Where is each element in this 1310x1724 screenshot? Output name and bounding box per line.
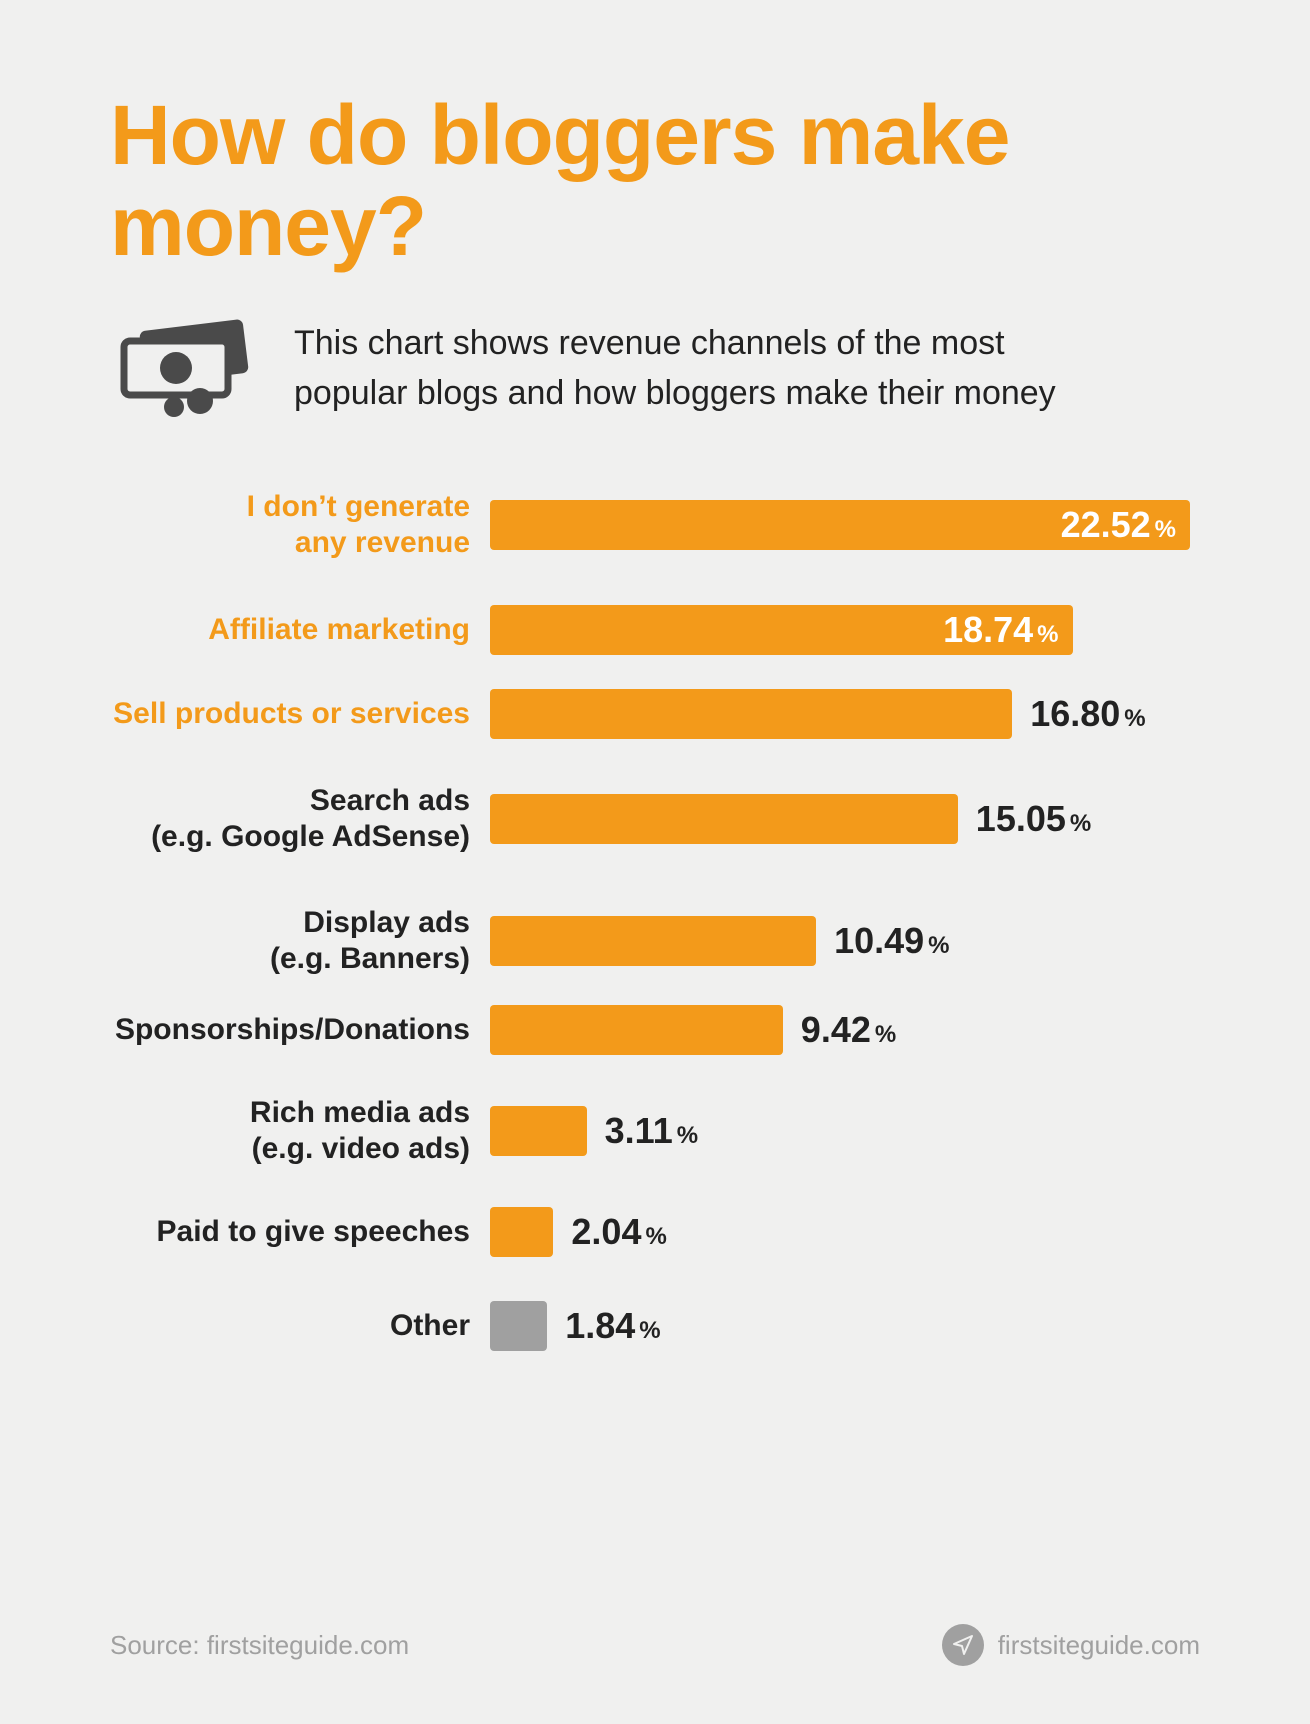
row-value: 15.05%	[976, 798, 1091, 840]
bar	[490, 1005, 783, 1055]
row-value: 18.74%	[943, 609, 1058, 651]
row-label: Sell products or services	[110, 696, 470, 732]
row-label: Paid to give speeches	[110, 1214, 470, 1250]
bar-area: 22.52%	[490, 500, 1200, 550]
chart-row: I don’t generateany revenue 22.52%	[110, 479, 1200, 571]
bar-area: 10.49%	[490, 916, 1200, 966]
bar-area: 9.42%	[490, 1005, 1200, 1055]
brand: firstsiteguide.com	[942, 1624, 1200, 1666]
money-icon	[110, 319, 260, 419]
chart-row: Affiliate marketing 18.74%	[110, 605, 1200, 655]
row-label: Affiliate marketing	[110, 612, 470, 648]
chart-row: Search ads(e.g. Google AdSense) 15.05%	[110, 773, 1200, 865]
row-value: 9.42%	[801, 1009, 896, 1051]
bar	[490, 794, 958, 844]
bar-area: 16.80%	[490, 689, 1200, 739]
row-label: Rich media ads(e.g. video ads)	[110, 1095, 470, 1167]
bar	[490, 1207, 553, 1257]
bar-area: 15.05%	[490, 794, 1200, 844]
bar	[490, 1106, 587, 1156]
row-label: Other	[110, 1308, 470, 1344]
chart-row: Sell products or services 16.80%	[110, 689, 1200, 739]
chart-row: Sponsorships/Donations 9.42%	[110, 1005, 1200, 1055]
row-label: Sponsorships/Donations	[110, 1012, 470, 1048]
bar	[490, 689, 1012, 739]
subtitle: This chart shows revenue channels of the…	[294, 319, 1114, 418]
row-value: 1.84%	[565, 1305, 660, 1347]
row-value: 22.52%	[1061, 504, 1176, 546]
row-value: 2.04%	[571, 1211, 666, 1253]
row-label: Search ads(e.g. Google AdSense)	[110, 783, 470, 855]
paper-plane-icon	[942, 1624, 984, 1666]
row-value: 10.49%	[834, 920, 949, 962]
chart-row: Rich media ads(e.g. video ads) 3.11%	[110, 1085, 1200, 1177]
bar-area: 18.74%	[490, 605, 1200, 655]
bar	[490, 1301, 547, 1351]
chart-row: Paid to give speeches 2.04%	[110, 1207, 1200, 1257]
row-label: I don’t generateany revenue	[110, 489, 470, 561]
chart-row: Display ads(e.g. Banners) 10.49%	[110, 895, 1200, 987]
revenue-bar-chart: I don’t generateany revenue 22.52% Affilia…	[110, 479, 1200, 1351]
bar-area: 3.11%	[490, 1106, 1200, 1156]
brand-label: firstsiteguide.com	[998, 1630, 1200, 1661]
page-title: How do bloggers make money?	[110, 90, 1200, 271]
source-label: Source: firstsiteguide.com	[110, 1630, 409, 1661]
footer: Source: firstsiteguide.com firstsiteguid…	[110, 1624, 1200, 1666]
row-label: Display ads(e.g. Banners)	[110, 905, 470, 977]
intro-row: This chart shows revenue channels of the…	[110, 319, 1200, 419]
row-value: 16.80%	[1030, 693, 1145, 735]
chart-row: Other 1.84%	[110, 1301, 1200, 1351]
row-value: 3.11%	[605, 1110, 698, 1152]
bar-area: 2.04%	[490, 1207, 1200, 1257]
bar-area: 1.84%	[490, 1301, 1200, 1351]
bar	[490, 916, 816, 966]
